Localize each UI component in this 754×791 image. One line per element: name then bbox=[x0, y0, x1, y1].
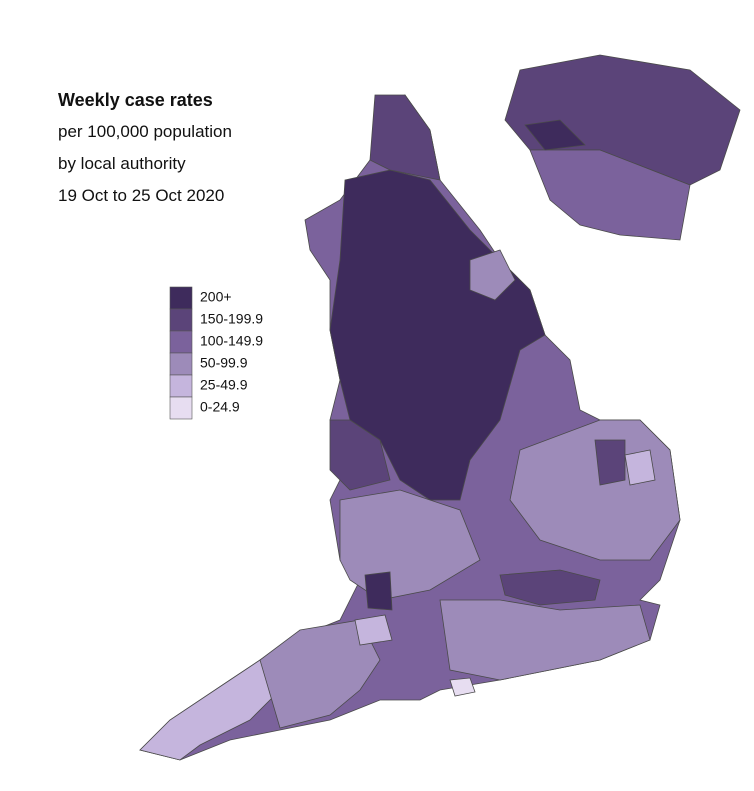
legend-swatch bbox=[169, 374, 193, 398]
legend-label: 50-99.9 bbox=[200, 355, 248, 371]
legend-label: 25-49.9 bbox=[200, 377, 248, 393]
legend-swatch bbox=[169, 286, 193, 310]
map-region bbox=[364, 571, 393, 611]
map-region bbox=[369, 94, 441, 181]
map-region bbox=[499, 569, 601, 606]
legend-label: 100-149.9 bbox=[200, 333, 263, 349]
map-region bbox=[329, 419, 391, 491]
england-map bbox=[139, 54, 741, 761]
legend-swatch bbox=[169, 308, 193, 332]
map-region bbox=[624, 449, 656, 486]
map-region bbox=[339, 489, 481, 601]
subtitle-line: 19 Oct to 25 Oct 2020 bbox=[58, 186, 224, 205]
subtitle-line: by local authority bbox=[58, 154, 186, 173]
map-region bbox=[594, 439, 626, 486]
legend: 200+ 150-199.9 100-149.9 50-99.9 25-49.9 0-24… bbox=[169, 286, 263, 420]
legend-label: 150-199.9 bbox=[200, 311, 263, 327]
map-region bbox=[504, 54, 741, 186]
map-region bbox=[354, 614, 393, 646]
map-region bbox=[439, 599, 651, 681]
legend-swatch bbox=[169, 352, 193, 376]
map-title: Weekly case rates bbox=[58, 90, 213, 110]
legend-label: 0-24.9 bbox=[200, 399, 240, 415]
map-region bbox=[529, 149, 691, 241]
legend-swatch bbox=[169, 330, 193, 354]
map-region bbox=[259, 619, 381, 729]
subtitle-line: per 100,000 population bbox=[58, 122, 232, 141]
map-region bbox=[449, 677, 476, 697]
legend-label: 200+ bbox=[200, 289, 232, 305]
legend-swatch bbox=[169, 396, 193, 420]
map-region bbox=[469, 249, 516, 301]
map-region bbox=[524, 119, 586, 151]
